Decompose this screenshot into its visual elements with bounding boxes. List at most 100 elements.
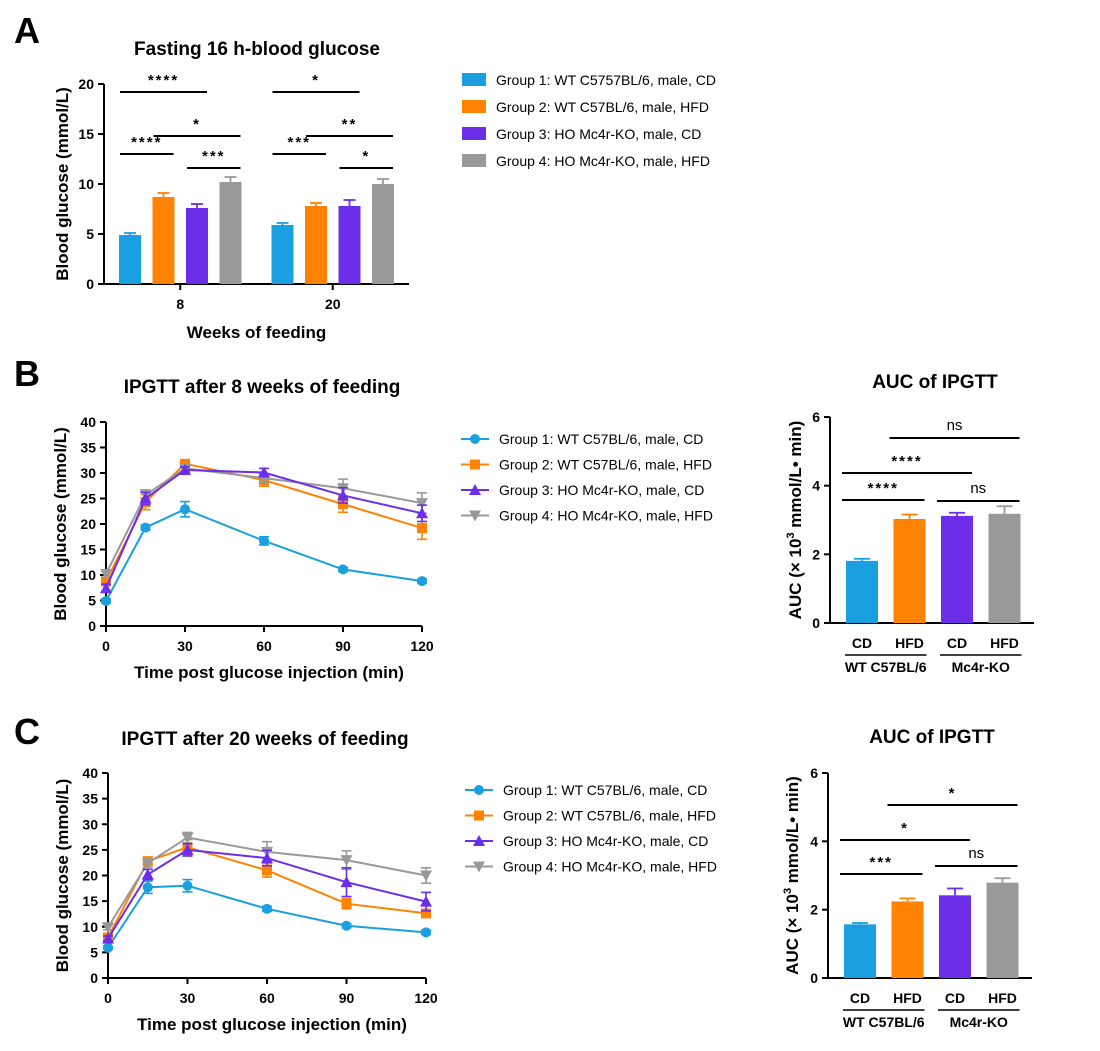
data-point-group-4-t0 (100, 568, 112, 580)
data-point-group-4-t90 (340, 855, 353, 867)
group-label-mc4r-ko: Mc4r-KO (952, 659, 1010, 675)
group-label-wt-c57bl-6: WT C57BL/6 (843, 1014, 925, 1030)
data-point-group-3-t0 (100, 582, 112, 594)
significance-bracket-label: * (362, 148, 370, 165)
data-point-group-1-t30 (180, 504, 190, 515)
y-tick-label: 0 (812, 615, 820, 631)
y-tick-label: 20 (82, 868, 98, 884)
y-tick-label: 20 (78, 76, 94, 92)
data-point-group-3-t120 (416, 507, 428, 519)
y-tick-label: 2 (812, 546, 820, 562)
legend-item-2-marker (470, 459, 480, 470)
auc-bar-3 (939, 895, 971, 978)
significance-bracket-label: *** (869, 854, 893, 871)
chart-c-ipgtt-20-weeks: IPGTT after 20 weeks of feeding 0 5 10 15 20 2… (53, 729, 717, 1034)
data-point-group-1-t0 (101, 596, 111, 607)
y-axis-title: AUC (× 103 mmol/L• min) (782, 776, 802, 975)
x-tick-label: CD (947, 635, 967, 651)
data-point-group-1-t30 (182, 880, 193, 891)
bar-group-4-week-8 (219, 182, 242, 284)
series-line-group-4 (107, 836, 427, 928)
legend-item-3-marker (469, 484, 481, 495)
chart-b-auc: AUC of IPGTT 0 2 4 6 AUC (× 103 mmol/L• min) C… (785, 372, 1034, 675)
data-point-group-1-t120 (421, 927, 431, 938)
legend-item-2-label: Group 2: WT C57BL/6, male, HFD (503, 808, 716, 824)
y-tick-label: 10 (80, 567, 96, 583)
y-tick-label: 0 (88, 618, 96, 634)
data-point-group-3-t15 (139, 492, 152, 504)
auc-bar-3 (941, 515, 973, 623)
data-point-group-3-t60 (258, 466, 270, 478)
legend-item-2-swatch (462, 100, 486, 113)
chart-title: IPGTT after 8 weeks of feeding (124, 377, 401, 398)
y-tick-label: 15 (78, 126, 94, 142)
data-point-group-4-t15 (141, 858, 154, 870)
data-point-group-1-t90 (341, 920, 352, 931)
y-tick-label: 30 (82, 816, 98, 832)
y-tick-label: 35 (80, 440, 96, 456)
chart-a-fasting-glucose: Fasting 16 h-blood glucose 0 5 10 15 20 Blood … (53, 39, 716, 342)
legend-item-2-label: Group 2: WT C57BL/6, male, HFD (496, 99, 709, 115)
y-axis-title: Blood glucose (mmol/L) (53, 87, 72, 281)
significance-bracket-label: *** (287, 134, 311, 151)
y-tick-label: 40 (82, 765, 98, 781)
bar-group-2-week-8 (152, 197, 175, 284)
y-tick-label: 6 (810, 765, 818, 781)
data-point-group-3-t60 (261, 852, 273, 864)
x-tick-label: 60 (259, 990, 275, 1006)
x-tick-label: 120 (410, 638, 434, 654)
x-tick-label: 120 (414, 990, 438, 1006)
data-point-group-1-t60 (262, 903, 272, 914)
significance-bracket-label: ns (970, 480, 986, 497)
data-point-group-4-t120 (420, 870, 432, 882)
y-tick-label: 0 (90, 970, 98, 986)
chart-title: AUC of IPGTT (869, 727, 995, 748)
significance-bracket-label: ** (342, 116, 358, 133)
y-tick-label: 5 (88, 593, 96, 609)
y-axis-title: Blood glucose (mmol/L) (51, 427, 70, 621)
x-tick-label: 8 (176, 296, 184, 312)
data-point-group-3-t30 (181, 843, 194, 855)
x-tick-label: 30 (177, 638, 193, 654)
legend-item-3-swatch (462, 127, 486, 140)
significance-bracket-label: **** (891, 453, 922, 470)
group-label-wt-c57bl-6: WT C57BL/6 (845, 659, 927, 675)
legend-item-2-marker (474, 810, 484, 821)
data-point-group-3-t30 (179, 463, 191, 475)
data-point-group-2-t90 (341, 898, 352, 909)
x-tick-label: CD (945, 990, 965, 1006)
data-point-group-1-t0 (103, 942, 113, 953)
chart-title: IPGTT after 20 weeks of feeding (121, 729, 408, 750)
y-tick-label: 4 (812, 478, 820, 494)
data-point-group-1-t60 (259, 535, 269, 546)
x-tick-label: HFD (990, 635, 1019, 651)
legend-item-1-swatch (462, 73, 486, 86)
auc-bar-4 (988, 513, 1021, 623)
legend-item-3-label: Group 3: HO Mc4r-KO, male, CD (499, 482, 704, 498)
bar-group-1-week-8 (119, 235, 141, 284)
y-tick-label: 0 (810, 970, 818, 986)
bar-group-3-week-20 (338, 206, 361, 284)
series-line-group-1 (107, 884, 427, 949)
legend-item-4-swatch (462, 154, 486, 167)
significance-bracket-label: * (901, 820, 909, 837)
significance-bracket-label: **** (148, 72, 179, 89)
y-tick-label: 40 (80, 414, 96, 430)
x-tick-label: 90 (335, 638, 351, 654)
data-point-group-2-t60 (262, 865, 272, 876)
y-tick-label: 4 (810, 833, 818, 849)
x-tick-label: CD (852, 635, 872, 651)
data-point-group-3-t15 (141, 868, 154, 880)
data-point-group-3-t0 (102, 932, 114, 944)
data-point-group-2-t120 (421, 908, 431, 919)
legend-item-3-label: Group 3: HO Mc4r-KO, male, CD (496, 126, 701, 142)
x-tick-label: HFD (895, 635, 924, 651)
significance-bracket-label: **** (868, 480, 899, 497)
legend-item-4-marker (473, 861, 485, 873)
significance-bracket-label: **** (131, 134, 162, 151)
data-point-group-4-t30 (181, 832, 194, 844)
data-point-group-2-t120 (417, 523, 427, 534)
legend-item-4-marker (469, 510, 481, 522)
x-axis-title: Time post glucose injection (min) (134, 663, 404, 682)
